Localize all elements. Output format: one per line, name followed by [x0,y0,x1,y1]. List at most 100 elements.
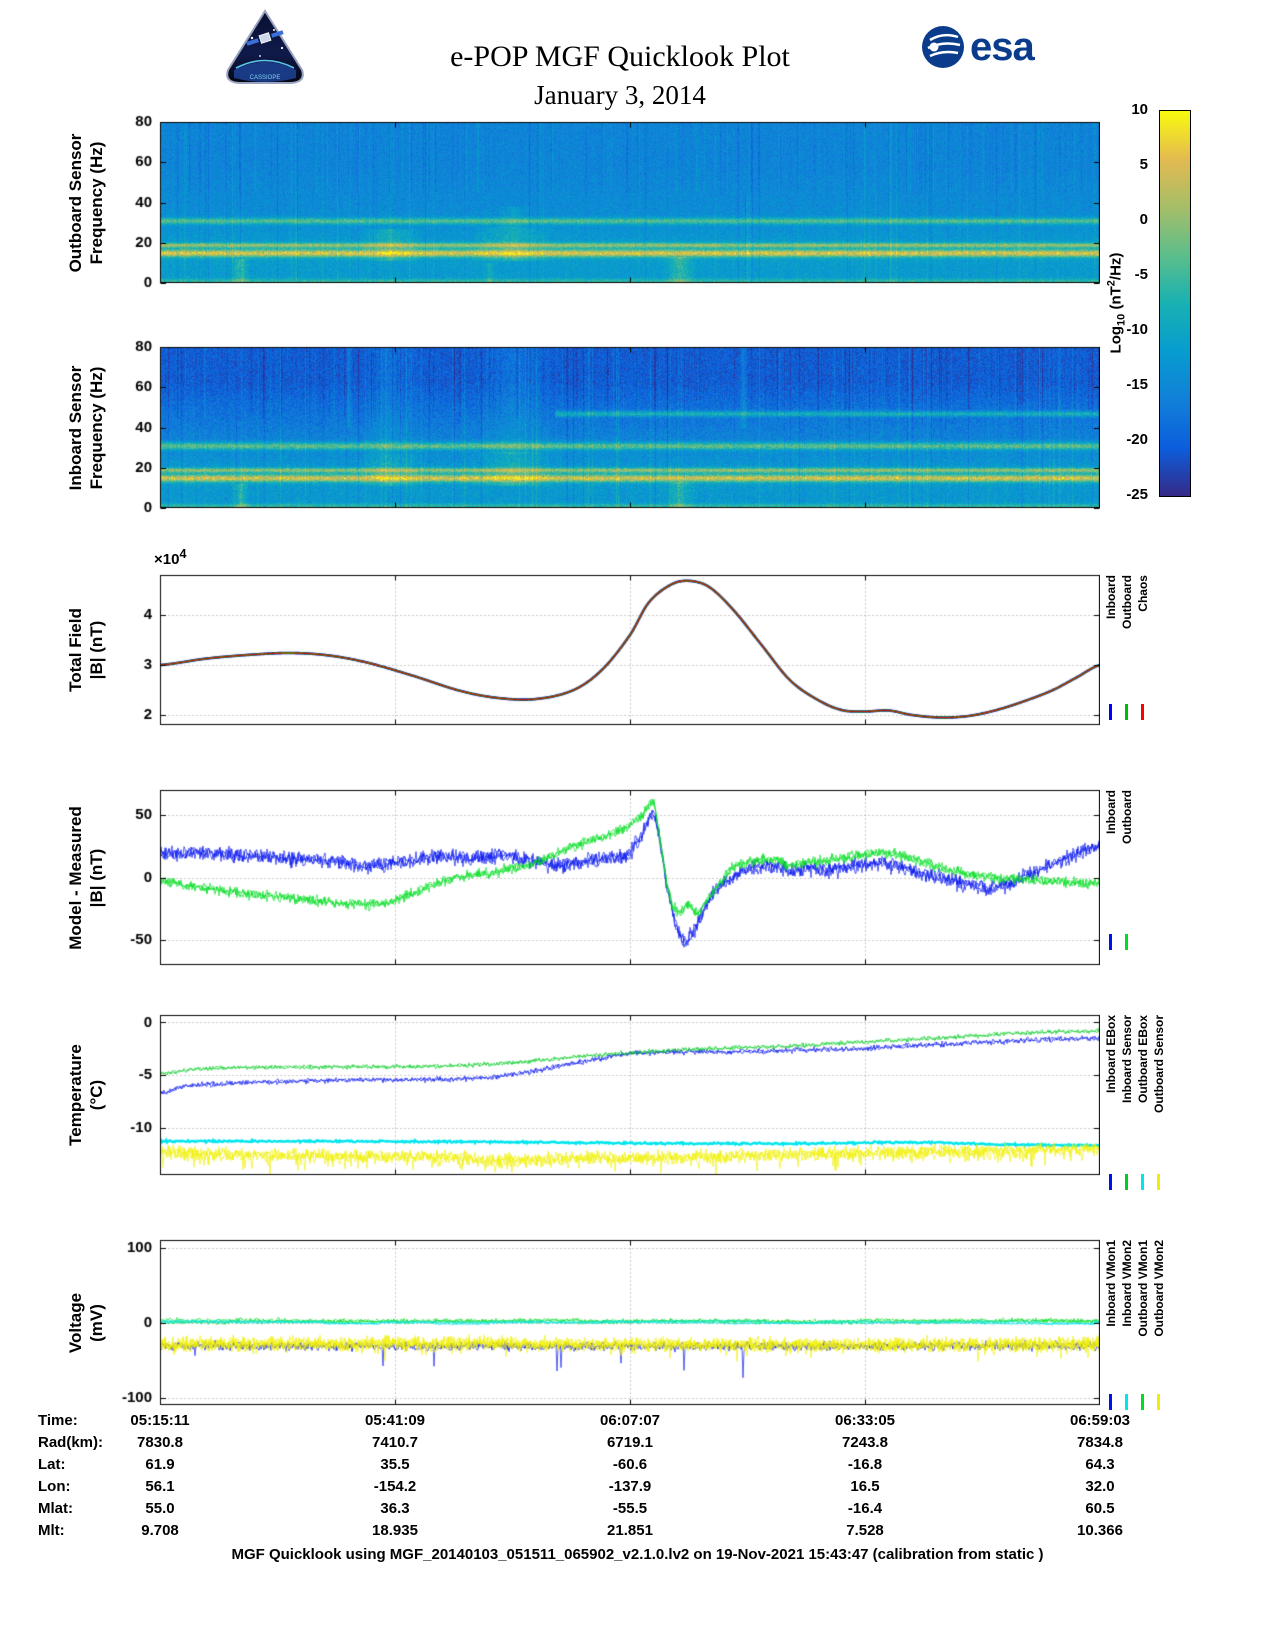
ylabel-line2: |B| (nT) [87,848,106,907]
esa-wordmark: esa [970,24,1035,69]
legend-item: Outboard VMon2 [1151,1240,1166,1410]
exponent-power: 4 [179,547,187,561]
satellite-icon [246,30,284,46]
ylabel-line2: Frequency (Hz) [87,366,106,489]
ephemeris-value: 60.5 [1085,1500,1115,1517]
ylabel-temperature: Temperature (°C) [60,1015,112,1175]
page-title: e-POP MGF Quicklook Plot [450,40,790,73]
colorbar-label: Log10 (nT2/Hz) [1096,110,1136,495]
legend-label: Inboard VMon1 [1103,1240,1118,1327]
cb-label-log: Log [1107,325,1124,353]
legend-temperature: Inboard EBox Inboard Sensor Outboard EBox O… [1103,1015,1166,1190]
colorbar-tick-label: 5 [1139,156,1148,173]
ephemeris-value: 7.528 [846,1522,884,1539]
legend-color-sample [1125,1394,1128,1410]
colorbar-tick-label: 10 [1131,101,1148,118]
legend-color-sample [1109,1174,1112,1190]
ephemeris-value: 18.935 [372,1522,418,1539]
legend-color-sample [1125,704,1128,720]
legend-item: Outboard Sensor [1151,1015,1166,1190]
cb-label-mid: (nT [1107,285,1124,314]
legend-label: Outboard VMon1 [1135,1240,1150,1337]
legend-model-measured: Inboard Outboard [1103,790,1134,950]
ephemeris-value: 7830.8 [137,1434,183,1451]
colorbar-tick-label: -15 [1126,376,1148,393]
colorbar-ticks: 10 5 0 -5 -10 -15 -20 -25 [1094,101,1154,503]
colorbar-tick-label: -20 [1126,431,1148,448]
legend-item: Inboard EBox [1103,1015,1118,1190]
ephemeris-value: 06:33:05 [834,1412,896,1429]
legend-label: Outboard EBox [1135,1015,1150,1104]
legend-label: Inboard EBox [1103,1015,1118,1094]
ylabel-line1: Inboard Sensor [65,365,85,490]
colorbar-tick-label: -10 [1126,321,1148,338]
model-measured-canvas [105,778,1100,977]
legend-label: Outboard VMon2 [1151,1240,1166,1337]
ephemeris-value: -16.4 [847,1500,883,1517]
esa-logo: esa [920,24,1035,70]
ephemeris-value: 64.3 [1085,1456,1115,1473]
ylabel-line1: Outboard Sensor [65,133,85,272]
ylabel-line1: Total Field [65,608,85,692]
ephemeris-value: -55.5 [612,1500,648,1517]
ephemeris-row-label: Mlt: [38,1522,65,1539]
ephemeris-value: -154.2 [373,1478,417,1495]
footer-note: MGF Quicklook using MGF_20140103_051511_… [231,1546,1044,1563]
colorbar-tick-label: -5 [1134,266,1148,283]
legend-item: Outboard EBox [1135,1015,1150,1190]
ylabel-outboard-spectrogram: Outboard Sensor Frequency (Hz) [60,122,112,283]
legend-color-sample [1141,704,1144,720]
ephemeris-value: 56.1 [145,1478,175,1495]
ephemeris-value: 9.708 [141,1522,179,1539]
ylabel-line1: Voltage [65,1292,85,1353]
temperature-canvas [105,1003,1100,1187]
ephemeris-value: 55.0 [145,1500,175,1517]
ephemeris-value: -60.6 [612,1456,648,1473]
legend-color-sample [1109,704,1112,720]
ylabel-line2: (°C) [87,1079,106,1111]
ephemeris-value: 32.0 [1085,1478,1115,1495]
ephemeris-row-label: Lat: [38,1456,66,1473]
legend-label: Outboard [1119,790,1134,844]
legend-item: Outboard [1119,790,1134,950]
cb-label-sub: 10 [1115,313,1127,326]
legend-color-sample [1157,1394,1160,1410]
ephemeris-value: 35.5 [380,1456,410,1473]
legend-color-sample [1109,934,1112,950]
ephemeris-row-label: Rad(km): [38,1434,104,1451]
legend-label: Inboard [1103,575,1118,619]
ephemeris-value: 05:15:11 [130,1412,190,1429]
legend-label: Outboard Sensor [1151,1015,1166,1114]
cb-label-sup: 2 [1105,279,1117,286]
ephemeris-value: 6719.1 [607,1434,653,1451]
legend-color-sample [1109,1394,1112,1410]
ylabel-line2: |B| (nT) [87,620,106,680]
legend-total-field: Inboard Outboard Chaos [1103,575,1150,720]
exponent-base: ×10 [154,551,180,568]
total-field-exponent-label: ×104 [154,547,186,568]
ephemeris-value: 05:41:09 [364,1412,426,1429]
legend-color-sample [1141,1394,1144,1410]
ephemeris-row-label: Time: [38,1412,78,1429]
ephemeris-value: 7243.8 [842,1434,888,1451]
legend-color-sample [1141,1174,1144,1190]
ylabel-line2: (mV) [87,1303,106,1342]
ephemeris-value: 7410.7 [372,1434,418,1451]
ylabel-model-measured: Model - Measured |B| (nT) [60,790,112,965]
ylabel-voltage: Voltage (mV) [60,1240,112,1405]
cb-label-end: /Hz) [1107,252,1124,280]
legend-label: Inboard VMon2 [1119,1240,1134,1327]
legend-label: Inboard [1103,790,1118,834]
legend-label: Outboard [1119,575,1134,629]
colorbar [1159,110,1191,497]
ylabel-line1: Temperature [65,1044,85,1146]
legend-color-sample [1157,1174,1160,1190]
ephemeris-value: 16.5 [850,1478,880,1495]
legend-item: Chaos [1135,575,1150,720]
voltage-canvas [105,1228,1100,1417]
total-field-canvas [105,563,1100,737]
ephemeris-value: 36.3 [380,1500,410,1517]
colorbar-tick-label: 0 [1139,211,1148,228]
ephemeris-value: 7834.8 [1077,1434,1123,1451]
legend-item: Inboard VMon2 [1119,1240,1134,1410]
